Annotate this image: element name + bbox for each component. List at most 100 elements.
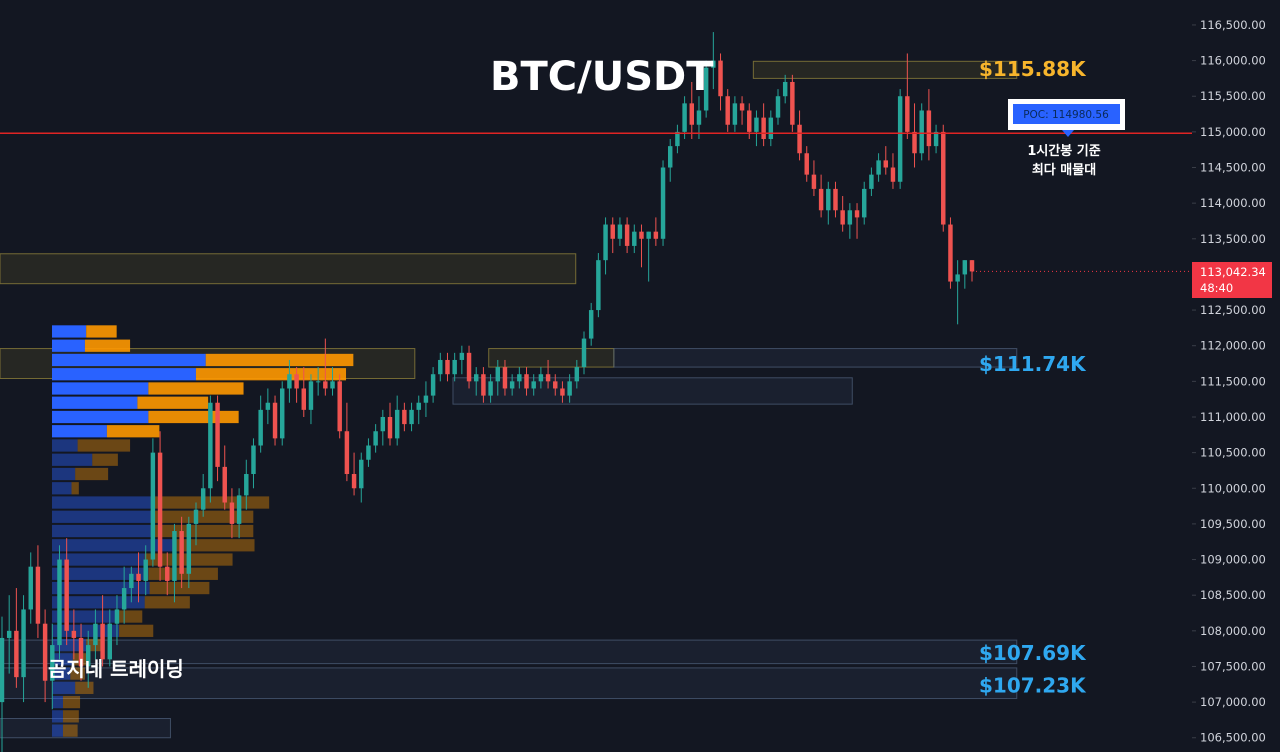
candle-body — [0, 637, 5, 703]
vp-sell-bar — [62, 695, 81, 709]
candle-body — [682, 103, 687, 132]
candle-body — [14, 630, 19, 678]
watermark-text: 곰지네 트레이딩 — [48, 657, 184, 681]
axis-tick-label: 116,000.00 — [1200, 54, 1266, 68]
axis-tick-label: 112,000.00 — [1200, 339, 1266, 353]
candle-body — [596, 260, 601, 311]
candle-body — [962, 260, 968, 275]
candle-body — [495, 367, 501, 382]
poc-callout-box — [1013, 104, 1120, 124]
candle-body — [21, 609, 26, 678]
candle-body — [811, 174, 817, 189]
candle-body — [768, 117, 774, 139]
candle-body — [193, 509, 199, 524]
price-axis[interactable]: 106,500.00 107,000.00 107,500.00 108,000.00… — [1192, 0, 1280, 752]
candle-body — [725, 96, 730, 125]
candle-body — [64, 559, 69, 631]
candle-body — [667, 146, 673, 168]
candle-body — [215, 402, 220, 467]
vp-sell-bar — [154, 524, 254, 538]
poc-callout: POC: 114980.56 1시간봉 기준 최다 매물대 — [1008, 99, 1125, 178]
chart-title: BTC/USDT — [490, 54, 714, 100]
axis-tick-label: 114,500.00 — [1200, 161, 1266, 175]
vp-sell-bar — [205, 353, 354, 367]
zone-supply-0 — [752, 60, 1018, 79]
axis-tick-label: 109,000.00 — [1200, 553, 1266, 567]
candle-body — [747, 110, 752, 132]
price-tag-box — [1192, 262, 1272, 298]
candle-body — [6, 630, 12, 638]
vp-buy-bar — [52, 510, 155, 523]
current-price-tag: 113,042.34 48:40 — [1192, 262, 1272, 298]
current-price-label: 113,042.34 — [1200, 265, 1266, 279]
candle-body — [876, 160, 881, 175]
level-label: $111.74K — [979, 352, 1087, 376]
poc-note-line1: 1시간봉 기준 — [1027, 143, 1100, 159]
candle-body — [344, 431, 350, 475]
candle-body — [172, 531, 177, 581]
vp-sell-bar — [148, 410, 239, 424]
candle-body — [380, 416, 386, 432]
level-label: $107.23K — [979, 674, 1087, 698]
candle-body — [653, 231, 659, 239]
candle-body — [761, 117, 766, 139]
vp-sell-bar — [175, 539, 255, 552]
candle-body — [416, 402, 421, 410]
candle-body — [624, 224, 630, 246]
vp-buy-bar — [52, 539, 176, 552]
candle-body — [581, 338, 587, 368]
candle-body — [711, 60, 716, 68]
vp-buy-bar — [52, 382, 149, 395]
candle-body — [452, 359, 457, 375]
candle-body — [459, 352, 465, 360]
axis-tick-label: 106,500.00 — [1200, 731, 1266, 745]
candle-body — [35, 566, 41, 624]
candle-body — [208, 402, 213, 489]
candle-body — [287, 374, 292, 389]
axis-tick-label: 110,500.00 — [1200, 446, 1266, 460]
candle-body — [50, 645, 55, 681]
zone-supply-1 — [0, 253, 577, 285]
vp-sell-bar — [154, 496, 270, 509]
candle-body — [567, 381, 572, 396]
axis-tick-label: 111,500.00 — [1200, 374, 1266, 388]
candle-body — [538, 374, 544, 382]
candle-body — [754, 117, 759, 132]
candle-body — [782, 81, 788, 97]
candle-body — [926, 110, 932, 147]
vp-buy-bar — [52, 425, 107, 438]
candle-body — [186, 523, 192, 574]
vp-sell-bar — [154, 510, 254, 523]
candle-body — [387, 416, 393, 439]
candle-body — [143, 559, 148, 581]
axis-tick-label: 114,000.00 — [1200, 196, 1266, 210]
candle-body — [57, 559, 62, 646]
candle-body — [531, 381, 536, 389]
vp-buy-bar — [52, 396, 138, 409]
candle-body — [718, 60, 723, 97]
vp-sell-bar — [115, 610, 143, 623]
vp-buy-bar — [52, 653, 73, 666]
candle-body — [301, 388, 307, 410]
vp-buy-bar — [52, 724, 63, 737]
candle-body — [675, 131, 680, 147]
candle-body — [71, 630, 77, 638]
candle-body — [78, 637, 84, 667]
candle-body — [588, 310, 594, 339]
candle-body — [632, 231, 637, 246]
zone-demand-5 — [452, 377, 853, 405]
candle-body — [93, 623, 98, 646]
candle-body — [869, 174, 874, 189]
candle-body — [466, 352, 472, 382]
candle-body — [136, 573, 141, 581]
candle-body — [818, 188, 824, 211]
candle-body — [660, 167, 666, 239]
axis-tick-label: 111,000.00 — [1200, 410, 1266, 424]
price-axis-bg — [1192, 0, 1280, 752]
candle-body — [244, 474, 249, 496]
candle-body — [179, 531, 184, 574]
candle-body — [323, 381, 328, 389]
candle-body — [941, 131, 946, 225]
candle-body — [222, 466, 227, 503]
